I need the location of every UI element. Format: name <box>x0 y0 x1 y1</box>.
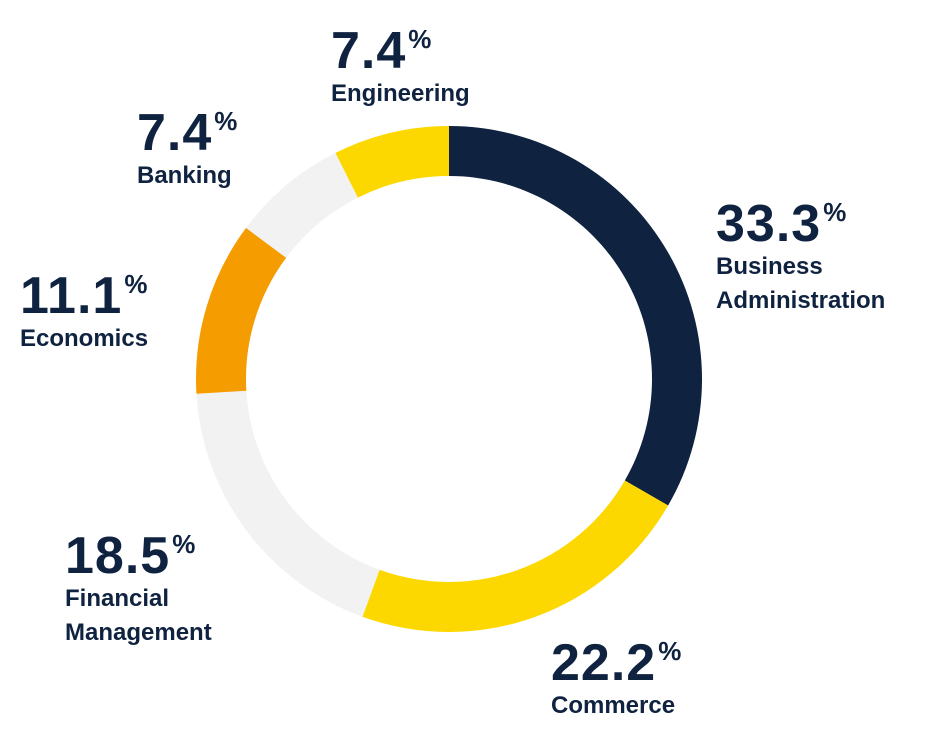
donut-slice-engineering <box>335 126 449 198</box>
label-banking: 7.4% Banking <box>137 107 237 193</box>
label-financial-management: 18.5% Financial Management <box>65 530 212 650</box>
label-engineering: 7.4% Engineering <box>331 25 470 111</box>
percent-sign: % <box>172 529 196 559</box>
percent-value: 7.4 <box>331 22 407 80</box>
percent-value: 33.3 <box>716 195 822 253</box>
percent-sign: % <box>823 197 847 227</box>
label-business-administration: 33.3% Business Administration <box>716 198 885 318</box>
percent-sign: % <box>214 106 238 136</box>
slice-name: Business Administration <box>716 253 886 314</box>
slice-name: Engineering <box>331 80 470 107</box>
slice-name: Banking <box>137 162 232 189</box>
donut-slice-commerce <box>362 480 669 633</box>
donut-slice-economics <box>196 227 287 394</box>
donut-slice-business-administration <box>449 126 702 506</box>
percent-value: 22.2 <box>551 634 657 692</box>
label-commerce: 22.2% Commerce <box>551 637 681 723</box>
slice-name: Commerce <box>551 692 676 719</box>
percent-sign: % <box>408 24 432 54</box>
donut-slice-banking <box>246 152 358 258</box>
slice-name: Financial Management <box>65 585 212 646</box>
percent-value: 11.1 <box>20 267 123 325</box>
slice-name: Economics <box>20 325 149 352</box>
percent-value: 7.4 <box>137 104 213 162</box>
percent-sign: % <box>658 636 682 666</box>
donut-slice-financial-management <box>196 390 380 617</box>
percent-sign: % <box>124 269 148 299</box>
percent-value: 18.5 <box>65 527 171 585</box>
label-economics: 11.1% Economics <box>20 270 148 356</box>
